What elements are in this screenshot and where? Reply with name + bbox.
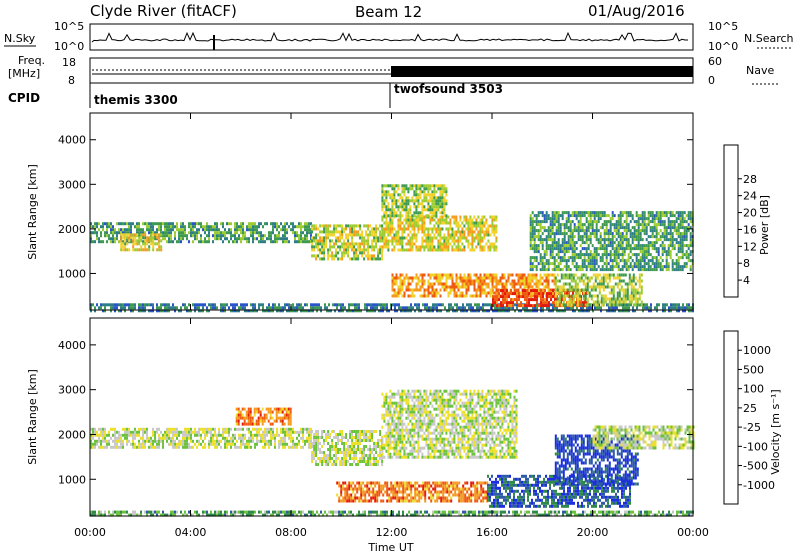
power-band-2 xyxy=(120,233,163,252)
nsky-tick-top: 10^5 xyxy=(54,20,84,33)
velocity-ytick-label-3: 4000 xyxy=(58,339,86,352)
velocity-panel: 1000 2000 3000 4000 Slant Range [km] 1000 50… xyxy=(26,317,782,517)
velocity-band-8 xyxy=(592,425,695,450)
velocity-band-4 xyxy=(336,481,489,503)
power-band-9 xyxy=(529,211,694,272)
power-ytick-label-2: 3000 xyxy=(58,178,86,191)
velocity-band-1 xyxy=(90,427,312,449)
cpid-label: CPID xyxy=(8,91,40,105)
velocity-colorbar-label-1: 500 xyxy=(743,363,764,376)
velocity-band-0 xyxy=(90,510,694,517)
time-tick-label-0: 00:00 xyxy=(74,526,106,539)
power-colorbar-label-5: 24 xyxy=(743,190,757,203)
nave-tick-bottom: 0 xyxy=(708,74,715,87)
velocity-colorbar-label-5: -100 xyxy=(743,440,768,453)
velocity-colorbar: 1000 500 100 25 -25 -100 -500 -1000 xyxy=(723,330,775,505)
velocity-ylabel: Slant Range [km] xyxy=(26,369,39,465)
freq-tick-top: 18 xyxy=(62,56,76,69)
nave-label: Nave xyxy=(746,64,774,77)
nsky-right-tick-top: 10^5 xyxy=(708,20,738,33)
power-ytick-label-3: 4000 xyxy=(58,134,86,147)
freq-unit: [MHz] xyxy=(8,67,40,80)
velocity-colorbar-label-3: 25 xyxy=(743,402,757,415)
nsky-tick-bottom: 10^0 xyxy=(54,40,84,53)
nsky-right-tick-bottom: 10^0 xyxy=(708,40,738,53)
power-y-axis: 1000 2000 3000 4000 xyxy=(58,134,693,280)
velocity-ytick-label-2: 3000 xyxy=(58,384,86,397)
power-ytick-label-1: 2000 xyxy=(58,223,86,236)
power-colorbar: 4 8 12 16 20 24 28 xyxy=(723,144,757,298)
time-tick-label-4: 16:00 xyxy=(476,526,508,539)
nave-tick-top: 60 xyxy=(708,55,722,68)
power-band-8 xyxy=(554,273,643,307)
velocity-band-7 xyxy=(235,407,292,426)
power-colorbar-label: Power [dB] xyxy=(758,195,771,255)
cpid-segment-1: themis 3300 xyxy=(94,93,178,107)
velocity-band-2 xyxy=(311,430,384,466)
velocity-colorbar-label-4: -25 xyxy=(743,421,761,434)
velocity-band-3 xyxy=(381,389,518,459)
nave-trace-block xyxy=(391,66,693,77)
power-band-6 xyxy=(391,273,556,298)
power-colorbar-label-6: 28 xyxy=(743,173,757,186)
freq-label: Freq. xyxy=(18,54,45,67)
velocity-ytick-label-1: 2000 xyxy=(58,428,86,441)
time-tick-label-2: 08:00 xyxy=(275,526,307,539)
freq-tick-bottom: 8 xyxy=(68,74,75,87)
nsearch-label: N.Search xyxy=(744,32,794,45)
power-panel: 1000 2000 3000 4000 Slant Range [km] 4 8 12 16… xyxy=(26,112,771,313)
power-ytick-label-0: 1000 xyxy=(58,267,86,280)
power-colorbar-label-1: 8 xyxy=(743,257,750,270)
freq-panel: Freq. [MHz] 18 8 60 0 Nave xyxy=(8,54,780,87)
cpid-segment-2: twofsound 3503 xyxy=(394,82,503,96)
power-ylabel: Slant Range [km] xyxy=(26,164,39,260)
nsky-label: N.Sky xyxy=(4,32,36,45)
power-band-5 xyxy=(381,184,448,218)
power-band-4 xyxy=(381,215,498,252)
xlabel-time: Time UT xyxy=(367,541,413,554)
time-tick-label-3: 12:00 xyxy=(376,526,408,539)
power-x-ticks xyxy=(89,113,694,310)
power-heatmap xyxy=(90,184,694,313)
time-tick-label-5: 20:00 xyxy=(577,526,609,539)
nsky-panel: N.Sky 10^5 10^0 10^5 10^0 N.Search xyxy=(4,20,794,53)
power-colorbar-label-2: 12 xyxy=(743,240,757,253)
velocity-band-6 xyxy=(554,434,639,486)
velocity-colorbar-label-0: 1000 xyxy=(743,344,771,357)
velocity-heatmap xyxy=(90,389,695,517)
time-tick-label-6: 00:00 xyxy=(677,526,709,539)
nsky-trace xyxy=(91,31,688,43)
power-band-1 xyxy=(90,222,312,244)
velocity-ytick-label-0: 1000 xyxy=(58,473,86,486)
time-tick-label-1: 04:00 xyxy=(175,526,207,539)
beam-title: Beam 12 xyxy=(355,3,422,21)
power-colorbar-label-4: 20 xyxy=(743,207,757,220)
velocity-colorbar-label-2: 100 xyxy=(743,383,764,396)
station-title: Clyde River (fitACF) xyxy=(90,2,237,20)
velocity-x-ticks xyxy=(89,318,694,516)
date-title: 01/Aug/2016 xyxy=(588,2,685,20)
power-colorbar-label-3: 16 xyxy=(743,223,757,236)
velocity-y-axis: 1000 2000 3000 4000 xyxy=(58,339,693,486)
power-band-3 xyxy=(311,224,384,261)
time-axis: 00:00 04:00 08:00 12:00 16:00 20:00 00:00 xyxy=(74,526,709,539)
power-colorbar-label-0: 4 xyxy=(743,274,750,287)
cpid-row: CPID themis 3300 twofsound 3503 xyxy=(8,82,503,108)
velocity-colorbar-label-7: -1000 xyxy=(743,479,775,492)
velocity-colorbar-label-6: -500 xyxy=(743,460,768,473)
velocity-colorbar-label: Velocity [m s⁻¹] xyxy=(769,389,782,474)
power-band-0 xyxy=(90,303,694,313)
